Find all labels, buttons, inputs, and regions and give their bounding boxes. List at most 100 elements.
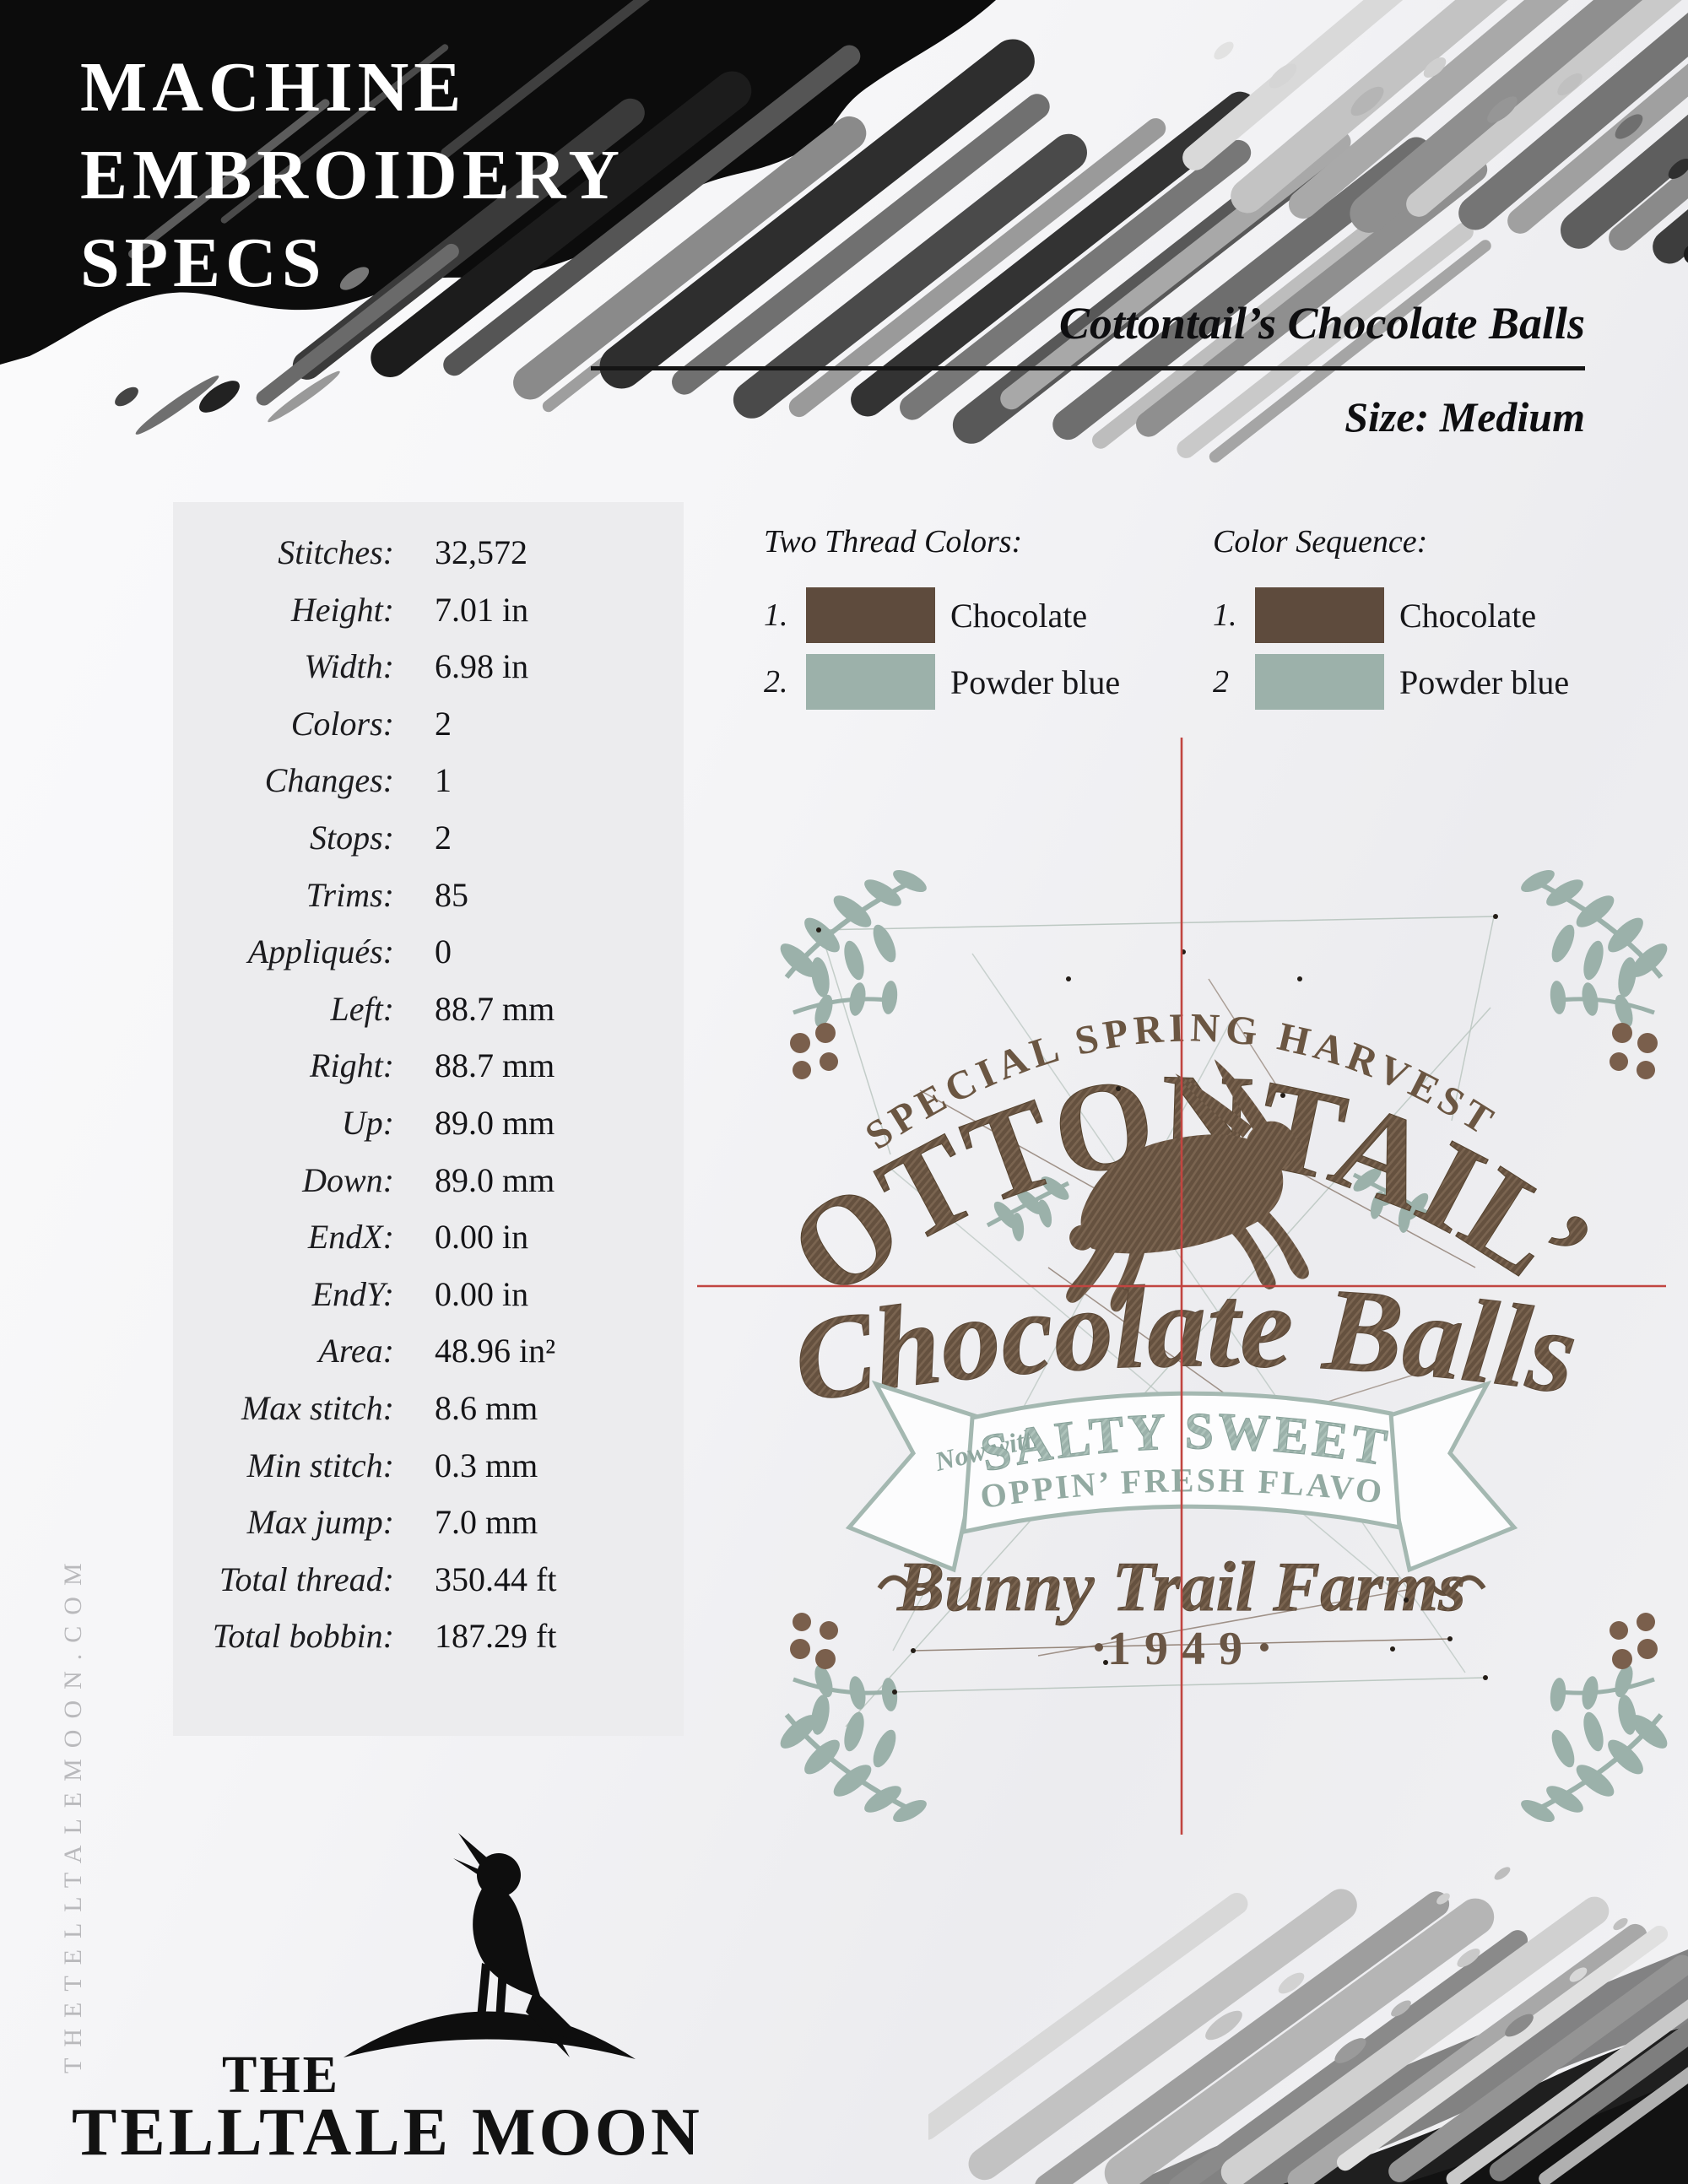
thread-colors-heading: Two Thread Colors:	[764, 524, 1023, 560]
spec-value: 88.7 mm	[435, 989, 555, 1028]
spec-row: EndY: 0.00 in	[173, 1274, 684, 1332]
spec-value: 89.0 mm	[435, 1103, 555, 1142]
spec-row: Total thread: 350.44 ft	[173, 1560, 684, 1617]
spec-value: 32,572	[435, 533, 528, 571]
thread-name: Powder blue	[950, 662, 1121, 701]
thread-swatch-powder-blue	[806, 654, 935, 710]
brush-streaks	[115, 0, 1491, 463]
design-title: Cottontail’s Chocolate Balls	[1058, 298, 1585, 349]
sequence-number: 1.	[1213, 597, 1237, 633]
embroidery-design-preview: SPECIAL SPRING HARVEST COTTONTAIL’S Choc…	[692, 726, 1671, 1835]
spec-value: 0	[435, 933, 452, 971]
flourish-right-icon	[1427, 1575, 1486, 1596]
spec-label: Max jump:	[246, 1503, 394, 1542]
spec-panel: Stitches: 32,572 Height: 7.01 in Width: 6.9…	[173, 502, 684, 1736]
website-url-vertical: THETELLTALEMOON.COM	[59, 1552, 87, 2073]
thread-color-item: 2. Powder blue	[764, 654, 1120, 710]
brush-stroke-footer-art	[928, 1867, 1688, 2184]
spec-label: Height:	[290, 590, 394, 629]
spec-label: Up:	[341, 1103, 394, 1142]
thread-colors-section: Two Thread Colors: 1. Chocolate 2. Powde…	[764, 523, 1120, 721]
spec-value: 2	[435, 818, 452, 857]
spec-label: Min stitch:	[246, 1446, 394, 1484]
brand-name: TELLTALE MOON	[72, 2095, 703, 2170]
spec-label: Trims:	[306, 875, 395, 914]
spec-label: Colors:	[290, 704, 394, 743]
spec-label: Left:	[330, 989, 394, 1028]
spec-value: 8.6 mm	[435, 1388, 538, 1427]
leaf-sprig-top-left-icon	[776, 866, 930, 1079]
page-title-line-2: EMBROIDERY	[80, 136, 625, 214]
spec-value: 2	[435, 704, 452, 743]
thread-swatch-chocolate	[806, 587, 935, 643]
spec-row: Max stitch: 8.6 mm	[173, 1388, 684, 1446]
spec-value: 48.96 in²	[435, 1332, 556, 1370]
spec-value: 7.01 in	[435, 590, 529, 629]
spec-row: Up: 89.0 mm	[173, 1103, 684, 1160]
sequence-swatch-chocolate	[1255, 587, 1384, 643]
sequence-item: 2 Powder blue	[1213, 654, 1569, 710]
sequence-number: 2	[1213, 664, 1229, 700]
sequence-item: 1. Chocolate	[1213, 587, 1569, 643]
spec-label: Total thread:	[219, 1560, 394, 1598]
page-title-line-3: SPECS	[80, 224, 327, 302]
leaf-sprig-bottom-left-icon	[776, 1613, 930, 1826]
spec-label: EndX:	[307, 1218, 394, 1257]
spec-label: EndY:	[311, 1274, 394, 1313]
spec-label: Width:	[304, 647, 394, 686]
spec-value: 85	[435, 875, 468, 914]
spec-value: 1	[435, 761, 452, 800]
color-sequence-section: Color Sequence: 1. Chocolate 2 Powder bl…	[1213, 523, 1569, 721]
spec-row: Right: 88.7 mm	[173, 1046, 684, 1103]
leaf-sprig-top-right-icon	[1518, 866, 1671, 1079]
year-line: 1949	[1095, 1623, 1269, 1675]
design-header: Cottontail’s Chocolate Balls Size: Mediu…	[591, 297, 1585, 441]
spec-label: Right:	[310, 1046, 394, 1085]
color-sequence-heading: Color Sequence:	[1213, 524, 1428, 560]
sequence-name: Chocolate	[1399, 596, 1537, 635]
spec-row: Height: 7.01 in	[173, 590, 684, 647]
brush-streaks-bottom	[928, 1867, 1688, 2184]
thread-number: 2.	[764, 664, 788, 700]
thread-name: Chocolate	[950, 596, 1088, 635]
thread-color-item: 1. Chocolate	[764, 587, 1120, 643]
banner-text-salty-sweet: SALTY SWEET	[976, 1403, 1393, 1483]
crow-icon	[453, 1833, 587, 2057]
sequence-name: Powder blue	[1399, 662, 1570, 701]
spec-value: 6.98 in	[435, 647, 529, 686]
spec-row: Stitches: 32,572	[173, 532, 684, 590]
spec-row: Colors: 2	[173, 704, 684, 761]
spec-row: Trims: 85	[173, 875, 684, 933]
spec-label: Area:	[318, 1332, 394, 1370]
spec-value: 350.44 ft	[435, 1560, 557, 1598]
spec-row: Area: 48.96 in²	[173, 1331, 684, 1388]
thread-number: 1.	[764, 597, 788, 633]
spec-label: Total bobbin:	[212, 1617, 394, 1656]
year-text: 1949	[1107, 1623, 1256, 1675]
spec-label: Changes:	[264, 761, 394, 800]
size-label: Size: Medium	[1344, 393, 1585, 441]
spec-label: Stops:	[310, 818, 394, 857]
darker-corner	[1401, 2076, 1688, 2184]
spec-row: Appliqués: 0	[173, 932, 684, 989]
spec-label: Stitches:	[278, 533, 394, 571]
spec-value: 0.00 in	[435, 1218, 529, 1257]
page-title-line-1: MACHINE	[80, 48, 467, 127]
telltale-moon-logo	[344, 1833, 636, 2059]
spec-value: 89.0 mm	[435, 1160, 555, 1199]
spec-value: 0.00 in	[435, 1274, 529, 1313]
spec-row: Min stitch: 0.3 mm	[173, 1446, 684, 1503]
spec-row: Stops: 2	[173, 818, 684, 875]
spec-value: 0.3 mm	[435, 1446, 538, 1484]
corner-splash-top-right	[1182, 0, 1688, 265]
banner-tail-left	[845, 1380, 988, 1573]
spec-row: Width: 6.98 in	[173, 646, 684, 704]
stitch-node-dots	[816, 914, 1498, 1695]
spec-row: Max jump: 7.0 mm	[173, 1502, 684, 1560]
spec-label: Max stitch:	[241, 1388, 394, 1427]
spec-value: 187.29 ft	[435, 1617, 557, 1656]
flourish-left-icon	[877, 1575, 936, 1596]
brand-the: THE	[222, 2046, 340, 2104]
banner-tail-right	[1375, 1380, 1518, 1573]
